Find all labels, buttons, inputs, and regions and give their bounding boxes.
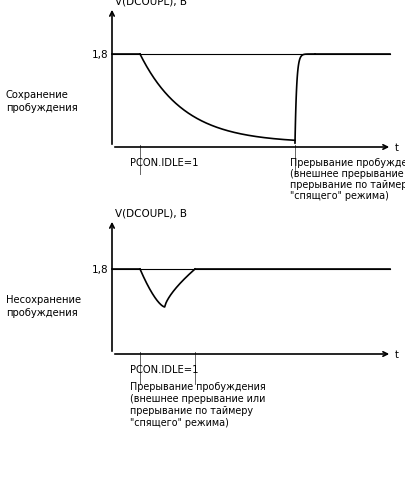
Text: "спящего" режима): "спящего" режима) bbox=[130, 417, 229, 427]
Text: пробуждения: пробуждения bbox=[6, 307, 78, 318]
Text: прерывание по таймеру: прерывание по таймеру bbox=[130, 405, 253, 415]
Text: PCON.IDLE=1: PCON.IDLE=1 bbox=[130, 364, 198, 374]
Text: PCON.IDLE=1: PCON.IDLE=1 bbox=[130, 158, 198, 167]
Text: Прерывание пробуждения: Прерывание пробуждения bbox=[290, 158, 405, 167]
Text: V(DCOUPL), В: V(DCOUPL), В bbox=[115, 0, 187, 6]
Text: t: t bbox=[395, 143, 399, 152]
Text: 1,8: 1,8 bbox=[92, 50, 108, 60]
Text: Сохранение: Сохранение bbox=[6, 90, 69, 100]
Text: "спящего" режима): "спящего" режима) bbox=[290, 191, 389, 200]
Text: пробуждения: пробуждения bbox=[6, 103, 78, 113]
Text: Прерывание пробуждения: Прерывание пробуждения bbox=[130, 381, 266, 391]
Text: (внешнее прерывание или: (внешнее прерывание или bbox=[290, 168, 405, 179]
Text: 1,8: 1,8 bbox=[92, 264, 108, 274]
Text: прерывание по таймеру: прерывание по таймеру bbox=[290, 180, 405, 190]
Text: Несохранение: Несохранение bbox=[6, 294, 81, 304]
Text: V(DCOUPL), В: V(DCOUPL), В bbox=[115, 208, 187, 217]
Text: t: t bbox=[395, 349, 399, 359]
Text: (внешнее прерывание или: (внешнее прерывание или bbox=[130, 393, 265, 403]
